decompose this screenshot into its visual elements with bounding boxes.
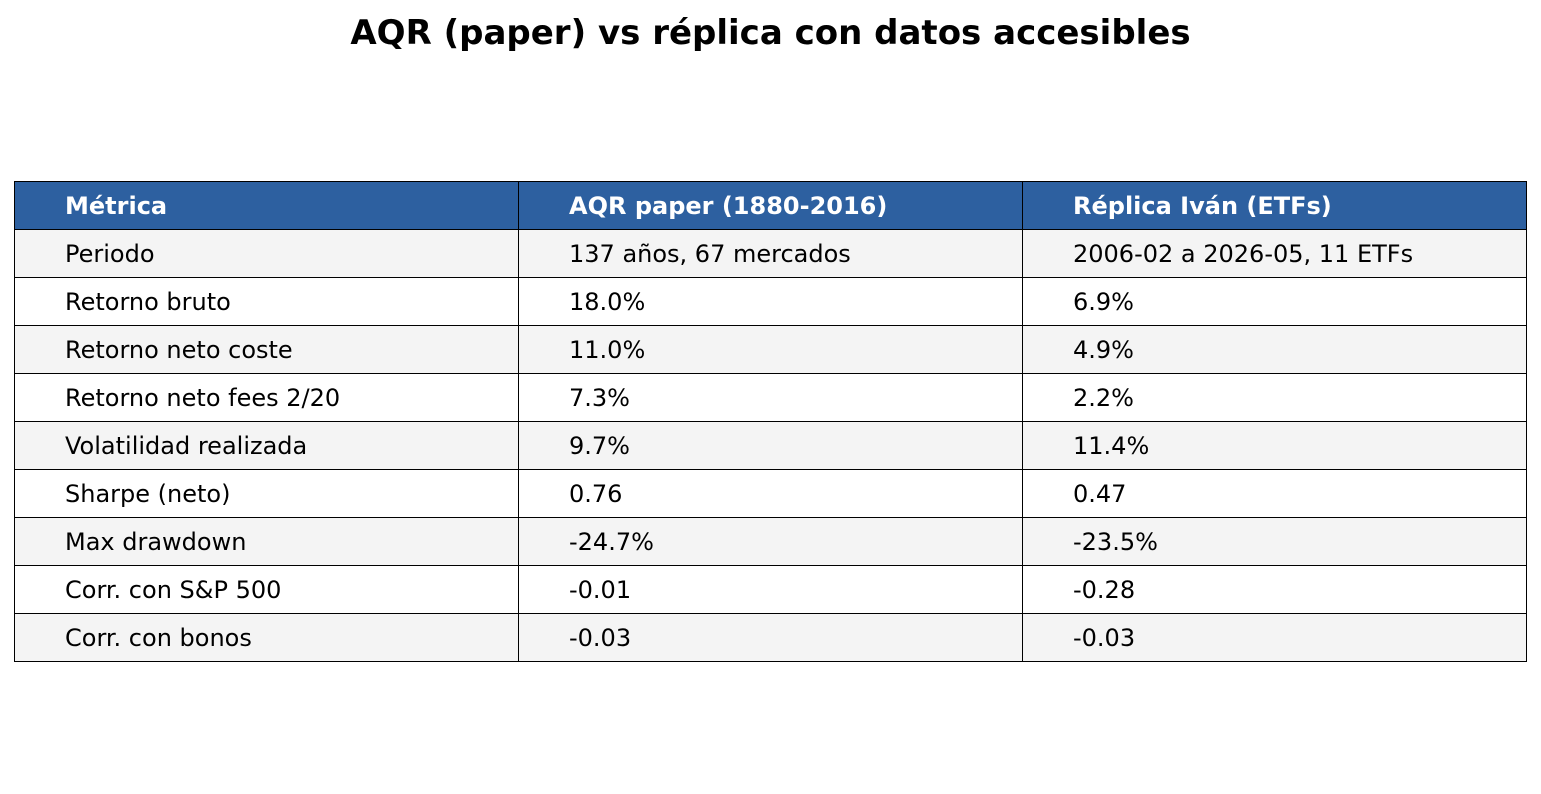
table-row: Retorno neto fees 2/20 7.3% 2.2% [14, 373, 1527, 422]
aqr-value-cell: 0.76 [518, 469, 1023, 518]
metric-cell: Retorno neto fees 2/20 [14, 373, 519, 422]
aqr-value-cell: 18.0% [518, 277, 1023, 326]
table-row: Max drawdown -24.7% -23.5% [14, 517, 1527, 566]
metric-cell: Corr. con S&P 500 [14, 565, 519, 614]
replica-value-cell: 2.2% [1022, 373, 1527, 422]
aqr-value-cell: 7.3% [518, 373, 1023, 422]
table-row: Retorno bruto 18.0% 6.9% [14, 277, 1527, 326]
replica-value-cell: 11.4% [1022, 421, 1527, 470]
table-row: Periodo 137 años, 67 mercados 2006-02 a … [14, 229, 1527, 278]
aqr-value-cell: -0.01 [518, 565, 1023, 614]
replica-value-cell: 0.47 [1022, 469, 1527, 518]
aqr-value-cell: -0.03 [518, 613, 1023, 662]
header-cell-aqr-paper: AQR paper (1880-2016) [518, 181, 1023, 230]
aqr-value-cell: -24.7% [518, 517, 1023, 566]
table-row: Corr. con bonos -0.03 -0.03 [14, 613, 1527, 662]
table-row: Volatilidad realizada 9.7% 11.4% [14, 421, 1527, 470]
table-row: Sharpe (neto) 0.76 0.47 [14, 469, 1527, 518]
metric-cell: Volatilidad realizada [14, 421, 519, 470]
header-cell-replica: Réplica Iván (ETFs) [1022, 181, 1527, 230]
metric-cell: Retorno bruto [14, 277, 519, 326]
chart-title: AQR (paper) vs réplica con datos accesib… [350, 13, 1191, 53]
table-header-row: Métrica AQR paper (1880-2016) Réplica Iv… [14, 181, 1527, 230]
metrics-table: Métrica AQR paper (1880-2016) Réplica Iv… [14, 181, 1527, 662]
metric-cell: Max drawdown [14, 517, 519, 566]
replica-value-cell: -0.03 [1022, 613, 1527, 662]
table-row: Retorno neto coste 11.0% 4.9% [14, 325, 1527, 374]
metric-cell: Corr. con bonos [14, 613, 519, 662]
metric-cell: Sharpe (neto) [14, 469, 519, 518]
replica-value-cell: 4.9% [1022, 325, 1527, 374]
table-row: Corr. con S&P 500 -0.01 -0.28 [14, 565, 1527, 614]
aqr-value-cell: 11.0% [518, 325, 1023, 374]
replica-value-cell: 2006-02 a 2026-05, 11 ETFs [1022, 229, 1527, 278]
replica-value-cell: 6.9% [1022, 277, 1527, 326]
header-cell-metric: Métrica [14, 181, 519, 230]
aqr-value-cell: 137 años, 67 mercados [518, 229, 1023, 278]
replica-value-cell: -0.28 [1022, 565, 1527, 614]
metric-cell: Retorno neto coste [14, 325, 519, 374]
replica-value-cell: -23.5% [1022, 517, 1527, 566]
metric-cell: Periodo [14, 229, 519, 278]
aqr-value-cell: 9.7% [518, 421, 1023, 470]
